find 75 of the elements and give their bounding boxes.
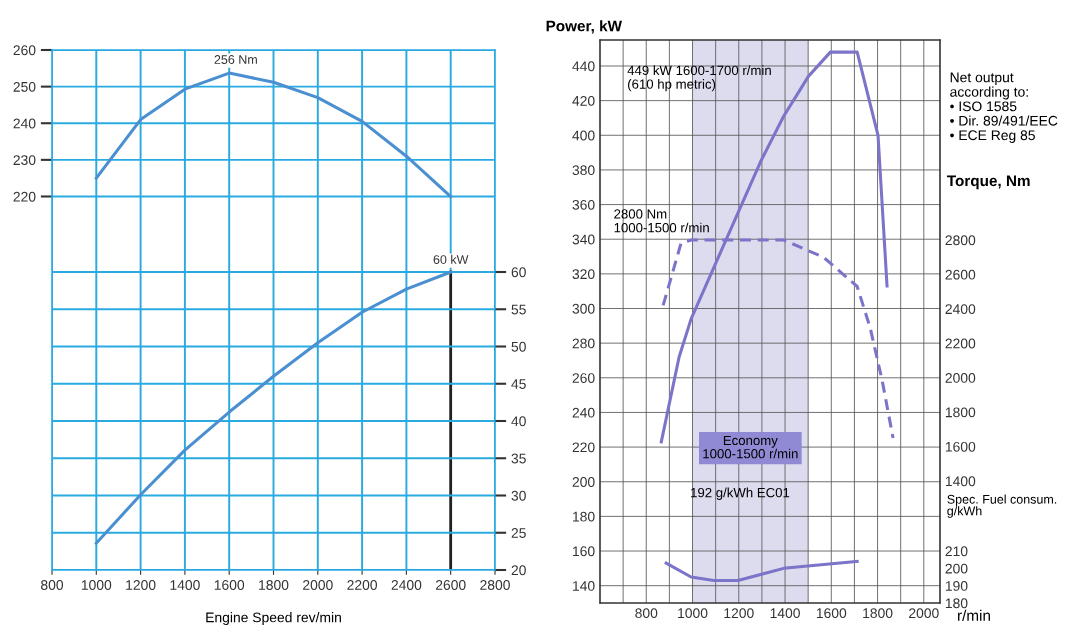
x-tick-label: 1800 (259, 580, 289, 590)
y2-tick-label: 1400 (945, 476, 976, 487)
y-tick-label: 380 (572, 165, 595, 176)
x-tick-label: 2200 (347, 580, 378, 590)
y-tick-label: 180 (573, 511, 595, 522)
y2-tick-label: 2200 (945, 338, 976, 349)
text: Net output according to: • ISO 1585 • Dir. 89/491/EEC • ECE Reg 85 (950, 72, 1058, 143)
x-tick-label: 1400 (170, 580, 200, 590)
x-tick-label: 2000 (909, 608, 939, 619)
y3-tick-label: 200 (945, 563, 968, 574)
y-tick-label: 260 (572, 373, 595, 383)
y-tick-label: 250 (13, 81, 36, 92)
x-axis-title: Engine Speed rev/min (206, 612, 341, 626)
x-tick-label: 1200 (126, 580, 156, 590)
x-tick-label: 1800 (863, 608, 893, 619)
annotation: 2800 Nm 1000-1500 r/min (614, 209, 709, 233)
y2-tick-label: 2000 (945, 373, 976, 383)
y-tick-label: 220 (572, 442, 595, 453)
y-axis-title: Power, kW (546, 20, 622, 34)
y2-tick-label: 40 (511, 416, 526, 427)
y-tick-label: 160 (573, 546, 595, 557)
y2-tick-label: 55 (511, 304, 526, 315)
band-label: Economy 1000-1500 r/min (703, 435, 798, 459)
y-tick-label: 140 (573, 581, 595, 591)
y-tick-label: 200 (572, 477, 595, 487)
y3-tick-label: 190 (945, 581, 968, 591)
annotation: 60 kW (433, 254, 469, 264)
y-tick-label: 360 (572, 199, 595, 210)
x-tick-label: 1200 (724, 608, 754, 619)
x-tick-label: 1000 (81, 580, 112, 590)
y2-tick-label: 35 (511, 453, 526, 464)
x-tick-label: 800 (41, 580, 64, 590)
y2-tick-label: 1800 (945, 407, 976, 418)
y3-tick-label: 180 (945, 598, 968, 609)
line-series (94, 71, 453, 199)
y2-tick-label: 2400 (945, 304, 976, 315)
y2-tick-label: 50 (511, 341, 526, 352)
y-tick-label: 320 (572, 269, 595, 280)
annotation: 256 Nm (214, 55, 257, 64)
y-tick-label: 440 (572, 61, 595, 72)
x-tick-label: 1600 (214, 580, 245, 590)
y-tick-label: 300 (572, 303, 595, 314)
annotation: 449 kW 1600-1700 r/min (610 hp metric) (627, 65, 771, 92)
y2-tick-label: 20 (511, 565, 526, 576)
annotation: 192 g/kWh EC01 (691, 487, 790, 500)
x-tick-label: 2400 (391, 580, 422, 590)
line-series (94, 270, 453, 545)
y2-axis-title: Torque, Nm (946, 175, 1030, 190)
y-tick-label: 240 (13, 118, 36, 129)
y-tick-label: 280 (572, 338, 595, 349)
y-tick-label: 400 (572, 130, 595, 141)
y-tick-label: 220 (13, 191, 36, 202)
x-tick-label: 1000 (678, 608, 708, 619)
x-axis-title: r/min (958, 609, 990, 621)
x-tick-label: 2600 (435, 580, 466, 590)
y-tick-label: 420 (572, 95, 595, 106)
y2-tick-label: 45 (511, 379, 526, 389)
y-tick-label: 240 (572, 407, 595, 418)
y2-tick-label: 1600 (945, 441, 976, 452)
x-tick-label: 800 (635, 608, 658, 619)
y2-tick-label: 30 (511, 490, 526, 501)
y-tick-label: 260 (13, 45, 36, 56)
x-tick-label: 2000 (303, 580, 333, 590)
y2-tick-label: 25 (511, 528, 526, 538)
x-tick-label: 1400 (770, 608, 800, 619)
y3-tick-label: 210 (945, 546, 968, 557)
y2-tick-label: 60 (511, 267, 526, 278)
y2-tick-label: 2600 (945, 269, 976, 280)
x-tick-label: 1600 (816, 608, 847, 619)
y-tick-label: 230 (13, 155, 36, 166)
y2-tick-label: 2800 (945, 235, 976, 246)
line-series (664, 559, 859, 583)
y-tick-label: 340 (572, 234, 595, 245)
y3-axis-title: Spec. Fuel consum. g/kWh (947, 494, 1057, 518)
x-tick-label: 2800 (480, 580, 510, 590)
